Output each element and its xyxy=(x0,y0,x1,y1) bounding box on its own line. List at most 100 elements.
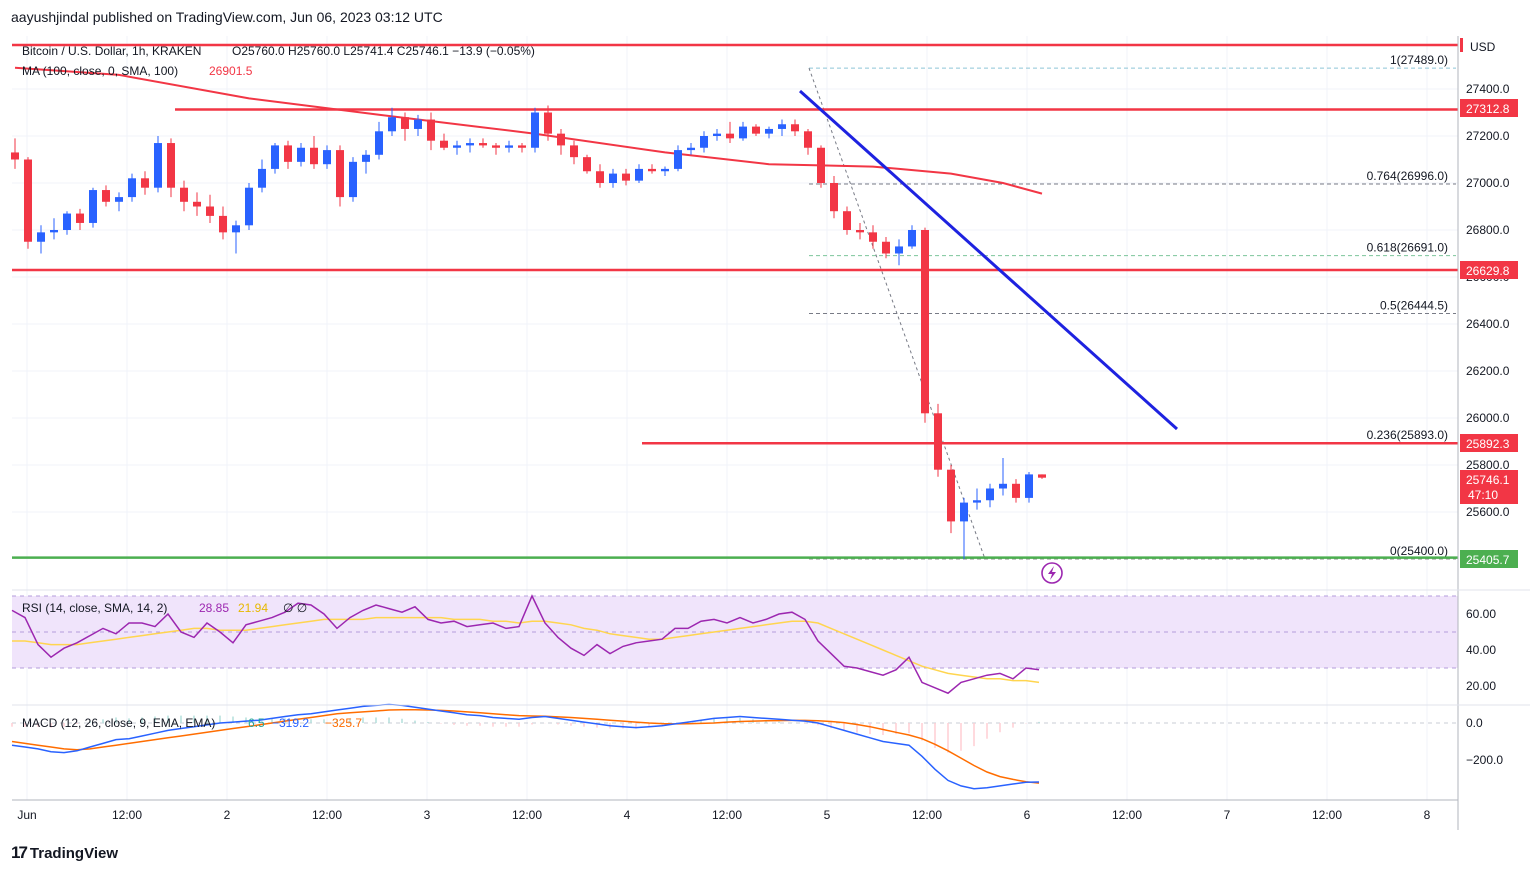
candle-body-51 xyxy=(674,150,682,169)
candle-body-66 xyxy=(869,232,877,242)
candle-body-55 xyxy=(726,133,734,139)
candle-body-76 xyxy=(999,483,1007,489)
horizontal-levels xyxy=(12,43,1458,559)
x-tick-6: 4 xyxy=(624,808,631,822)
macd-tick-0: 0.0 xyxy=(1466,716,1483,730)
candle-body-50 xyxy=(661,168,669,172)
x-tick-13: 12:00 xyxy=(1312,808,1342,822)
badge-support: 25405.7 xyxy=(1460,550,1518,568)
candle-body-58 xyxy=(765,128,773,134)
x-tick-9: 12:00 xyxy=(912,808,942,822)
candle-body-41 xyxy=(544,112,552,134)
y-tick-6: 26200.0 xyxy=(1466,364,1510,378)
candle-body-29 xyxy=(388,117,396,132)
candle-body-46 xyxy=(609,173,617,183)
candle-body-57 xyxy=(752,126,760,134)
candle-body-21 xyxy=(284,145,292,162)
candle-body-39 xyxy=(518,145,526,148)
currency-marker xyxy=(1460,38,1463,52)
candle-body-40 xyxy=(531,112,539,148)
published-caption: aayushjindal published on TradingView.co… xyxy=(11,9,443,25)
candle-body-79 xyxy=(1038,474,1046,478)
legend-rsi-value: 28.85 xyxy=(199,601,229,615)
candle-body-60 xyxy=(791,124,799,132)
svg-text:47:10: 47:10 xyxy=(1468,488,1498,502)
x-tick-2: 2 xyxy=(224,808,231,822)
svg-text:25892.3: 25892.3 xyxy=(1466,437,1510,451)
candle-body-23 xyxy=(310,147,318,165)
legend-rsi-extra: ∅ ∅ xyxy=(283,601,307,615)
tradingview-mark-icon: 17 xyxy=(11,843,28,862)
y-tick-9: 25600.0 xyxy=(1466,505,1510,519)
candle-body-77 xyxy=(1012,483,1020,498)
candle-body-1 xyxy=(24,159,32,242)
candle-body-26 xyxy=(349,161,357,198)
legend-symbol: Bitcoin / U.S. Dollar, 1h, KRAKEN xyxy=(22,44,201,58)
candle-body-28 xyxy=(375,131,383,155)
time-axis: Jun 12:00 2 12:00 3 12:00 4 12:00 5 12:00 6 12:00 7 1… xyxy=(17,808,1430,822)
brand-name: TradingView xyxy=(29,844,119,862)
currency-label: USD xyxy=(1470,40,1496,54)
candle-body-17 xyxy=(232,225,240,233)
candle-body-11 xyxy=(154,143,162,188)
ma-polyline xyxy=(14,66,1043,195)
macd-line xyxy=(11,703,1040,790)
rsi-sma-line xyxy=(12,616,1040,684)
candle-body-6 xyxy=(89,190,97,223)
svg-text:27312.8: 27312.8 xyxy=(1466,102,1510,116)
x-tick-11: 12:00 xyxy=(1112,808,1142,822)
legend-rsi-label: RSI (14, close, SMA, 14, 2) xyxy=(22,601,167,615)
fib-retracement: 1(27489.0) 0.764(26996.0) 0.618(26691.0) 0.… xyxy=(808,53,1456,560)
x-tick-1: 12:00 xyxy=(112,808,142,822)
candle-body-19 xyxy=(258,168,266,188)
candle-body-24 xyxy=(323,150,331,165)
y-tick-7: 26000.0 xyxy=(1466,411,1510,425)
candle-body-71 xyxy=(934,413,942,470)
x-tick-7: 12:00 xyxy=(712,808,742,822)
macd-signal-line xyxy=(11,708,1040,784)
rsi-line xyxy=(11,594,1040,695)
candle-body-70 xyxy=(921,230,929,414)
x-tick-8: 5 xyxy=(824,808,831,822)
candle-body-59 xyxy=(778,124,786,129)
svg-text:25405.7: 25405.7 xyxy=(1466,553,1510,567)
candle-body-48 xyxy=(635,168,643,181)
y-tick-5: 26400.0 xyxy=(1466,317,1510,331)
candle-body-61 xyxy=(804,131,812,148)
candle-body-7 xyxy=(102,190,110,202)
candle-body-38 xyxy=(505,145,513,148)
macd-tick-1: −200.0 xyxy=(1466,753,1503,767)
candle-body-47 xyxy=(622,173,630,181)
candle-body-42 xyxy=(557,133,565,146)
fib-label-0: 1(27489.0) xyxy=(1390,53,1448,67)
rsi-tick-2: 20.00 xyxy=(1466,679,1496,693)
candle-body-65 xyxy=(856,230,864,233)
rsi-tick-0: 60.00 xyxy=(1466,607,1496,621)
y-tick-8: 25800.0 xyxy=(1466,458,1510,472)
candle-body-0 xyxy=(11,152,19,160)
candle-body-5 xyxy=(76,213,84,223)
candle-body-32 xyxy=(427,119,435,141)
lightning-icon[interactable] xyxy=(1041,562,1063,584)
candle-body-72 xyxy=(947,469,955,522)
x-tick-4: 3 xyxy=(424,808,431,822)
fib-label-2: 0.618(26691.0) xyxy=(1367,241,1448,255)
x-tick-0: Jun xyxy=(17,808,36,822)
badge-last: 25746.1 47:10 xyxy=(1460,470,1518,504)
candle-body-49 xyxy=(648,168,656,172)
tradingview-logo[interactable]: 17 TradingView xyxy=(11,843,118,863)
candle-body-43 xyxy=(570,145,578,158)
y-tick-0: 27400.0 xyxy=(1466,82,1510,96)
fib-diagonal xyxy=(808,67,986,560)
svg-text:25746.1: 25746.1 xyxy=(1466,473,1510,487)
y-tick-1: 27200.0 xyxy=(1466,129,1510,143)
candle-body-63 xyxy=(830,183,838,212)
x-tick-5: 12:00 xyxy=(512,808,542,822)
candle-body-4 xyxy=(63,213,71,230)
legend-ma-value: 26901.5 xyxy=(209,64,253,78)
candle-body-8 xyxy=(115,197,123,202)
legend-macd-signal: −325.7 xyxy=(325,716,362,730)
candle-body-34 xyxy=(453,145,461,148)
candle-body-31 xyxy=(414,119,422,129)
